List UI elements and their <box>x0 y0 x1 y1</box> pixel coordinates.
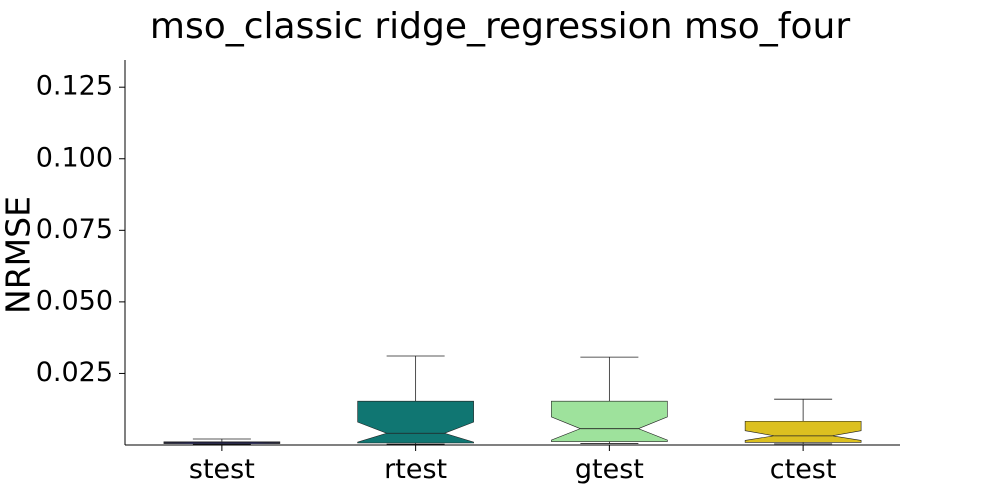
y-tick-label: 0.025 <box>36 357 113 388</box>
y-tick-label: 0.100 <box>36 142 113 173</box>
y-tick-label: 0.050 <box>36 285 113 316</box>
box-gtest <box>551 400 668 442</box>
plot-area: 0.025 0.050 0.075 0.100 0.125 stest rtest gtest… <box>36 71 862 485</box>
y-tick-label: 0.125 <box>36 71 113 102</box>
x-tick-label: stest <box>189 454 255 485</box>
y-axis-label: NRMSE <box>0 196 38 314</box>
box-rtest <box>357 400 474 444</box>
y-tick-label: 0.075 <box>36 214 113 245</box>
x-tick-label: gtest <box>575 454 644 485</box>
x-tick-label: rtest <box>384 454 447 485</box>
chart-title: mso_classic ridge_regression mso_four <box>150 6 850 47</box>
box-ctest <box>744 420 862 443</box>
x-tick-label: ctest <box>770 454 837 485</box>
